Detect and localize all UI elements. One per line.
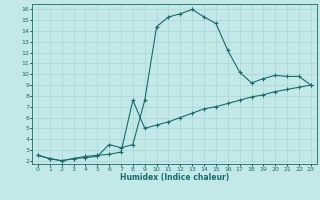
X-axis label: Humidex (Indice chaleur): Humidex (Indice chaleur) (120, 173, 229, 182)
